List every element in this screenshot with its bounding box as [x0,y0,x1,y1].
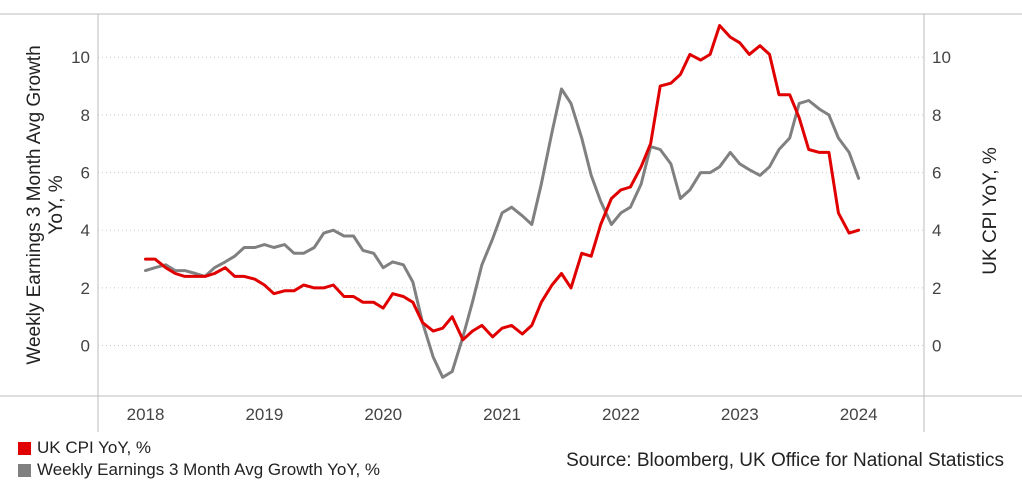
right-tick-label: 0 [932,337,941,356]
legend-item-cpi: UK CPI YoY, % [18,437,380,459]
right-tick-label: 6 [932,164,941,183]
chart-svg: 0 2 4 6 8 10 0 2 4 6 8 10 2018 2019 2020 2021 2022 2023… [0,13,1022,432]
x-tick-label: 2018 [127,405,165,424]
left-tick-label: 6 [81,164,90,183]
series-lines [144,24,861,379]
x-tick-label: 2023 [721,405,759,424]
right-axis-title: UK CPI YoY, % [980,147,1001,275]
right-tick-label: 2 [932,279,941,298]
x-tick-label: 2021 [483,405,521,424]
source-note: Source: Bloomberg, UK Office for Nationa… [566,450,1004,471]
grid-lines [98,56,924,347]
left-axis-title: Weekly Earnings 3 Month Avg GrowthYoY, % [24,45,67,364]
x-axis-ticks: 2018 2019 2020 2021 2022 2023 2024 [127,405,878,424]
right-axis-ticks: 0 2 4 6 8 10 [932,48,951,355]
series-line-0 [144,24,861,342]
right-tick-label: 10 [932,48,951,67]
chart-frame [0,13,1022,432]
left-tick-label: 10 [71,48,90,67]
legend-swatch-earnings [18,463,31,477]
left-tick-label: 4 [81,221,90,240]
x-tick-label: 2024 [840,405,878,424]
right-tick-label: 8 [932,106,941,125]
right-tick-label: 4 [932,221,941,240]
legend-label-earnings: Weekly Earnings 3 Month Avg Growth YoY, … [37,460,381,479]
legend-label-cpi: UK CPI YoY, % [37,438,152,457]
x-tick-label: 2020 [364,405,402,424]
left-axis-ticks: 0 2 4 6 8 10 [71,48,90,355]
x-tick-label: 2022 [602,405,640,424]
left-tick-label: 2 [81,279,90,298]
legend: UK CPI YoY, % Weekly Earnings 3 Month Av… [18,437,380,481]
left-tick-label: 8 [81,106,90,125]
legend-swatch-cpi [18,441,31,455]
series-line-1 [144,87,861,379]
left-tick-label: 0 [81,337,90,356]
x-tick-label: 2019 [245,405,283,424]
legend-item-earnings: Weekly Earnings 3 Month Avg Growth YoY, … [18,459,380,481]
